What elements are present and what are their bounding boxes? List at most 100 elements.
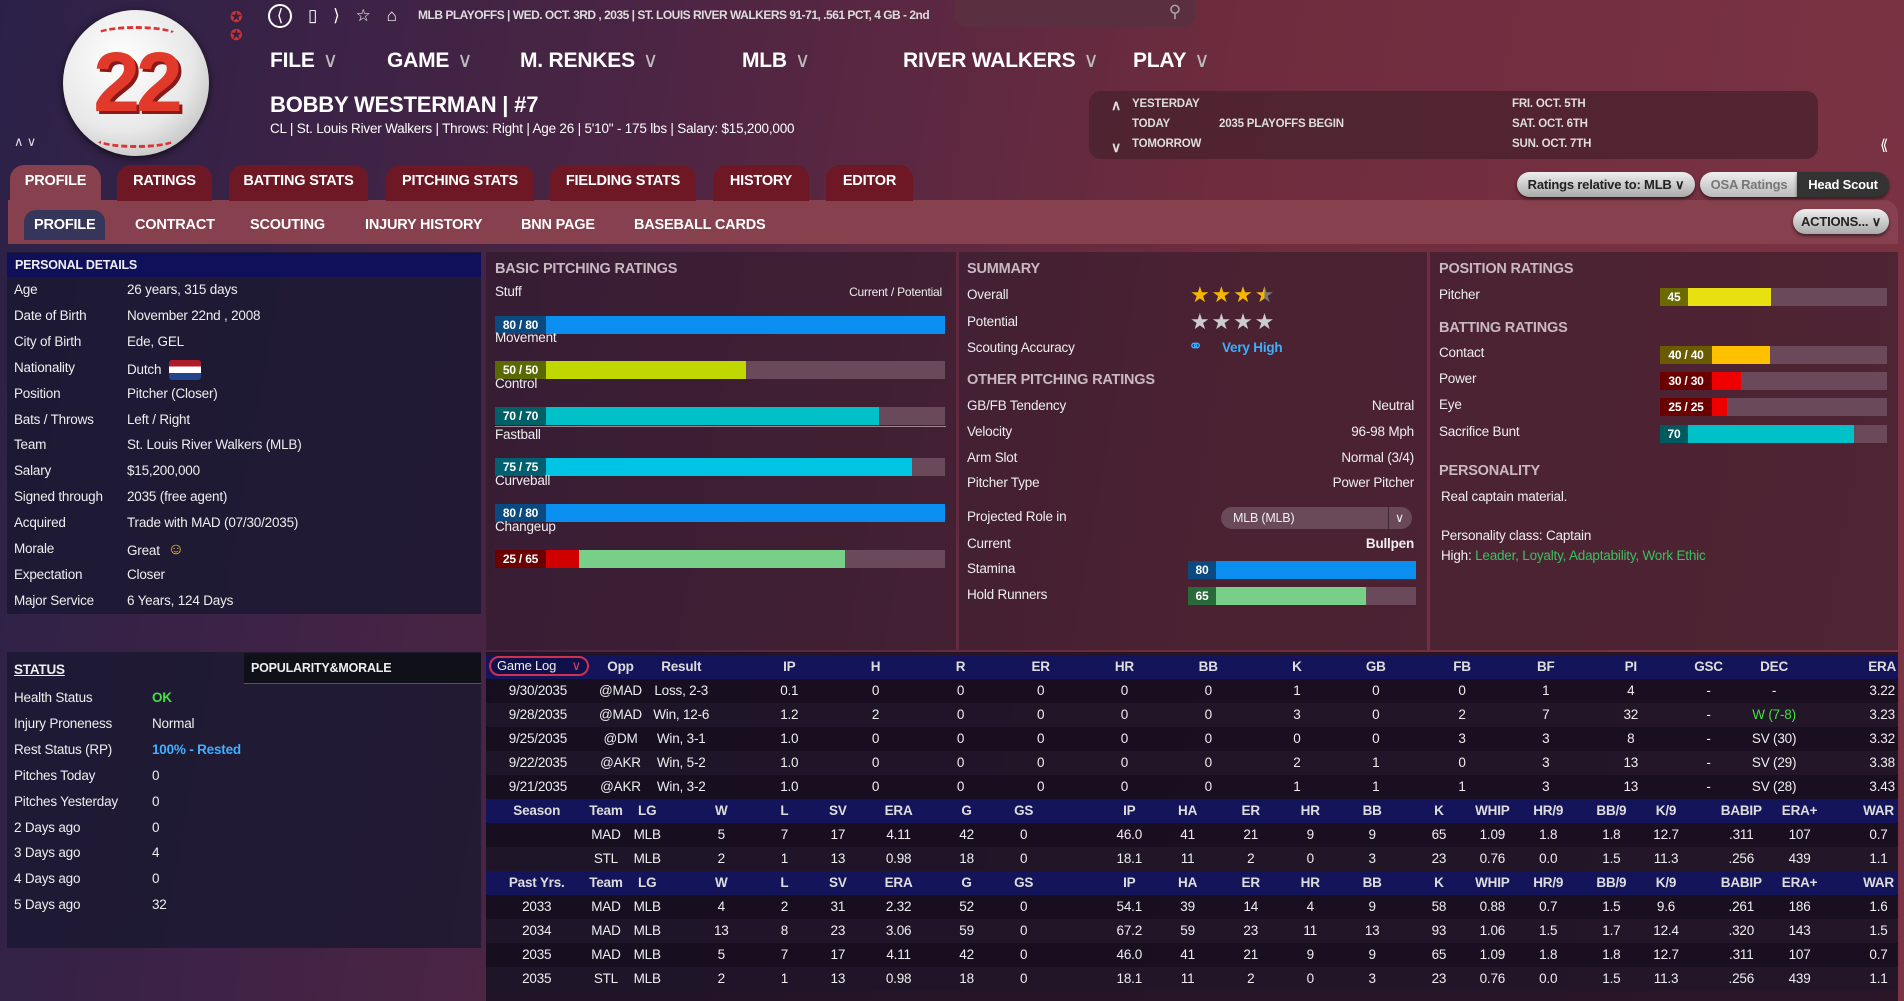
- column-header[interactable]: IP: [1123, 803, 1136, 818]
- collapse-icon[interactable]: ⟪: [1880, 137, 1889, 154]
- calendar-today[interactable]: TODAY: [1132, 118, 1170, 130]
- column-header[interactable]: W: [715, 803, 728, 818]
- tab-history[interactable]: HISTORY: [713, 165, 809, 201]
- tab-pitching-stats[interactable]: PITCHING STATS: [386, 165, 534, 201]
- subtab-baseball-cards[interactable]: BASEBALL CARDS: [634, 217, 766, 233]
- column-header[interactable]: K: [1434, 875, 1444, 890]
- column-header[interactable]: BB: [1362, 875, 1382, 890]
- column-header[interactable]: BB: [1362, 803, 1382, 818]
- column-header[interactable]: LG: [638, 875, 657, 890]
- column-header[interactable]: K: [1292, 659, 1302, 674]
- tab-batting-stats[interactable]: BATTING STATS: [229, 165, 368, 201]
- star-icon[interactable]: ☆: [355, 6, 371, 25]
- subtab-scouting[interactable]: SCOUTING: [250, 217, 325, 233]
- chevron-down-icon[interactable]: ∨: [1111, 139, 1122, 155]
- column-header[interactable]: ERA+: [1781, 875, 1818, 890]
- column-header[interactable]: Result: [661, 659, 702, 674]
- team-badge-icon[interactable]: ✪ ✪: [230, 9, 243, 44]
- column-header[interactable]: ERA: [884, 875, 913, 890]
- column-header[interactable]: WHIP: [1475, 803, 1510, 818]
- column-header[interactable]: WHIP: [1475, 875, 1510, 890]
- menu-river-walkers[interactable]: RIVER WALKERS ∨: [903, 48, 1099, 73]
- column-header[interactable]: IP: [783, 659, 796, 674]
- column-header[interactable]: BABIP: [1720, 875, 1762, 890]
- column-header[interactable]: HR: [1300, 803, 1320, 818]
- column-header[interactable]: SV: [829, 875, 847, 890]
- column-header[interactable]: HR/9: [1533, 875, 1564, 890]
- column-header[interactable]: GS: [1014, 803, 1034, 818]
- column-header[interactable]: HR: [1114, 659, 1134, 674]
- column-header[interactable]: WAR: [1863, 875, 1894, 890]
- column-header[interactable]: BB: [1198, 659, 1218, 674]
- column-header[interactable]: W: [715, 875, 728, 890]
- column-header[interactable]: K/9: [1655, 875, 1677, 890]
- column-header[interactable]: ER: [1241, 803, 1261, 818]
- column-header[interactable]: Team: [589, 803, 623, 818]
- column-header[interactable]: GS: [1014, 875, 1034, 890]
- logo-scroll-arrows[interactable]: ∧ ∨: [14, 134, 37, 149]
- column-header[interactable]: K: [1434, 803, 1444, 818]
- subtab-contract[interactable]: CONTRACT: [135, 217, 215, 233]
- column-header[interactable]: SV: [829, 803, 847, 818]
- menu-play[interactable]: PLAY ∨: [1133, 48, 1210, 73]
- column-header[interactable]: IP: [1123, 875, 1136, 890]
- subtab-profile[interactable]: PROFILE: [24, 210, 106, 240]
- menu-mlb[interactable]: MLB ∨: [742, 48, 810, 73]
- tab-fielding-stats[interactable]: FIELDING STATS: [550, 165, 696, 201]
- column-header[interactable]: GB: [1365, 659, 1386, 674]
- column-header[interactable]: ER: [1241, 875, 1261, 890]
- column-header[interactable]: LG: [638, 803, 657, 818]
- column-header[interactable]: ERA: [1868, 659, 1897, 674]
- menu-m-renkes[interactable]: M. RENKES ∨: [520, 48, 658, 73]
- column-header[interactable]: WAR: [1863, 803, 1894, 818]
- ratings-relative-dropdown[interactable]: Ratings relative to: MLB ∨: [1517, 172, 1695, 197]
- forward-icon[interactable]: ⟩: [333, 6, 340, 25]
- column-header[interactable]: BABIP: [1720, 803, 1762, 818]
- column-header[interactable]: K/9: [1655, 803, 1677, 818]
- column-header[interactable]: ERA: [884, 803, 913, 818]
- status-title[interactable]: STATUS: [14, 662, 65, 677]
- column-header[interactable]: BB/9: [1596, 803, 1627, 818]
- column-header[interactable]: R: [955, 659, 966, 674]
- search-box[interactable]: ⚲: [955, 0, 1195, 27]
- menu-file[interactable]: FILE ∨: [270, 48, 338, 73]
- back-icon[interactable]: ⟨: [268, 4, 292, 28]
- tab-editor[interactable]: EDITOR: [826, 165, 913, 201]
- osa-ratings-toggle[interactable]: OSA Ratings: [1700, 172, 1798, 197]
- game-log-dropdown[interactable]: Game Log ∨: [489, 656, 589, 676]
- column-header[interactable]: H: [870, 659, 881, 674]
- column-header[interactable]: DEC: [1760, 659, 1789, 674]
- column-header[interactable]: HA: [1178, 803, 1198, 818]
- column-header[interactable]: G: [961, 875, 972, 890]
- projected-role-dropdown[interactable]: MLB (MLB) ∨: [1221, 507, 1412, 529]
- column-header[interactable]: FB: [1453, 659, 1471, 674]
- calendar-tomorrow[interactable]: TOMORROW: [1132, 138, 1202, 150]
- column-header[interactable]: HR: [1300, 875, 1320, 890]
- column-header[interactable]: Season: [513, 803, 561, 818]
- column-header[interactable]: PI: [1624, 659, 1638, 674]
- column-header[interactable]: ERA+: [1781, 803, 1818, 818]
- subtab-bnn-page[interactable]: BNN PAGE: [521, 217, 595, 233]
- column-header[interactable]: Opp: [607, 659, 634, 674]
- subtab-injury-history[interactable]: INJURY HISTORY: [365, 217, 483, 233]
- column-header[interactable]: BF: [1536, 659, 1555, 674]
- head-scout-toggle[interactable]: Head Scout: [1797, 172, 1889, 197]
- column-header[interactable]: L: [780, 875, 789, 890]
- column-header[interactable]: HR/9: [1533, 803, 1564, 818]
- column-header[interactable]: HA: [1178, 875, 1198, 890]
- menu-game[interactable]: GAME ∨: [387, 48, 473, 73]
- calendar-yesterday[interactable]: YESTERDAY: [1132, 98, 1200, 110]
- column-header[interactable]: L: [780, 803, 789, 818]
- bookmark-icon[interactable]: ▯: [308, 6, 318, 25]
- column-header[interactable]: Team: [589, 875, 623, 890]
- actions-dropdown[interactable]: ACTIONS... ∨: [1793, 209, 1889, 234]
- home-icon[interactable]: ⌂: [386, 6, 397, 25]
- column-header[interactable]: GSC: [1694, 659, 1723, 674]
- popularity-morale-tab[interactable]: POPULARITY&MORALE: [244, 653, 481, 684]
- column-header[interactable]: Past Yrs.: [508, 875, 565, 890]
- column-header[interactable]: BB/9: [1596, 875, 1627, 890]
- chevron-up-icon[interactable]: ∧: [1111, 97, 1122, 113]
- column-header[interactable]: ER: [1031, 659, 1050, 674]
- column-header[interactable]: G: [961, 803, 972, 818]
- tab-ratings[interactable]: RATINGS: [117, 165, 212, 201]
